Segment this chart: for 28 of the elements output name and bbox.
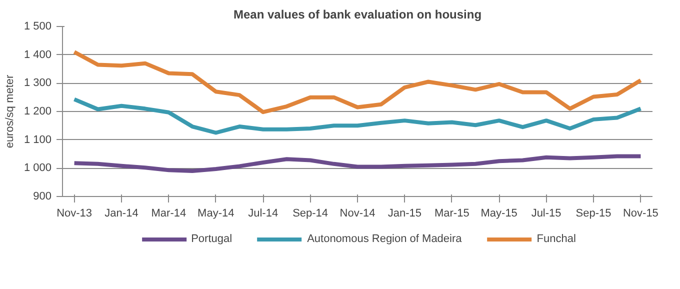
legend-label: Autonomous Region of Madeira [307, 233, 462, 245]
x-tick-label: Nov-13 [56, 208, 92, 220]
line-series [72, 97, 643, 135]
x-tick-label: Nov-14 [340, 208, 376, 220]
y-axis-title: euros/sq meter [4, 74, 16, 148]
y-tick-label: 1 100 [24, 134, 52, 146]
x-tick-label: Sep-14 [292, 208, 328, 220]
x-tick-label: Mar-14 [151, 208, 186, 220]
x-tick-label: Jan-15 [388, 208, 422, 220]
y-tick-label: 1 500 [24, 20, 52, 32]
x-tick-label: Mar-15 [434, 208, 470, 220]
y-tick-label: 1 200 [24, 106, 52, 118]
x-tick-label: Sep-15 [576, 208, 612, 220]
x-tick-label: Nov-15 [622, 208, 658, 220]
y-tick-label: 1 300 [24, 77, 52, 90]
y-tick-label: 1 400 [24, 48, 52, 61]
chart-title: Mean values of bank evaluation on housing [233, 8, 482, 22]
x-tick-label: Jan-14 [104, 208, 138, 220]
legend-label: Funchal [536, 233, 576, 245]
x-tick-label: Jul-14 [248, 208, 278, 220]
x-tick-label: Jul-15 [531, 208, 562, 220]
x-tick-label: May-15 [480, 208, 518, 220]
legend-label: Portugal [191, 233, 232, 245]
y-tick-label: 900 [33, 190, 52, 202]
line-series [72, 50, 643, 114]
y-tick-label: 1 000 [24, 162, 52, 174]
line-series [72, 154, 643, 173]
x-tick-label: May-14 [198, 208, 234, 220]
